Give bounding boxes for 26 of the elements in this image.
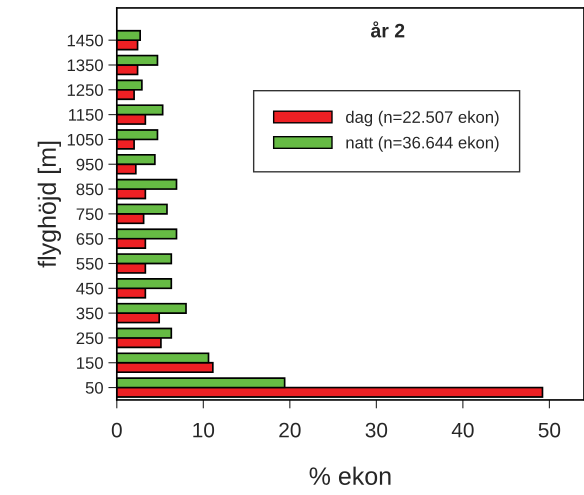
- y-tick-label: 950: [76, 158, 103, 170]
- y-tick-label: 1150: [69, 109, 103, 121]
- y-tick-label: 650: [76, 233, 103, 245]
- y-tick-label: 150: [77, 357, 103, 369]
- x-tick-label: 20: [279, 422, 301, 438]
- x-tick-label: 0: [112, 422, 122, 438]
- x-tick-label: 10: [193, 422, 214, 438]
- x-tick-label: 50: [538, 422, 560, 438]
- y-tick-label: 250: [76, 332, 103, 344]
- y-tick-label: 550: [76, 258, 103, 270]
- x-tick-label: 30: [366, 422, 388, 438]
- y-tick-label: 450: [76, 282, 103, 295]
- y-tick-label: 850: [76, 183, 103, 196]
- y-tick-label: 1250: [68, 84, 103, 96]
- y-tick-label: 350: [76, 308, 103, 320]
- y-tick-label: 1050: [68, 134, 103, 146]
- legend-label: natt (n=36.644 ekon): [346, 136, 499, 152]
- y-tick-label: 50: [86, 382, 103, 394]
- y-axis-title: flyghöjd [m]: [38, 142, 61, 268]
- y-tick-label: 750: [76, 208, 103, 220]
- y-tick-label: 1350: [68, 59, 103, 72]
- annotation: år 2: [370, 21, 404, 38]
- legend-label: dag (n=22.507 ekon): [346, 110, 499, 126]
- x-axis-title: % ekon: [310, 466, 390, 485]
- y-tick-label: 1450: [68, 34, 103, 46]
- x-tick-label: 40: [452, 422, 474, 438]
